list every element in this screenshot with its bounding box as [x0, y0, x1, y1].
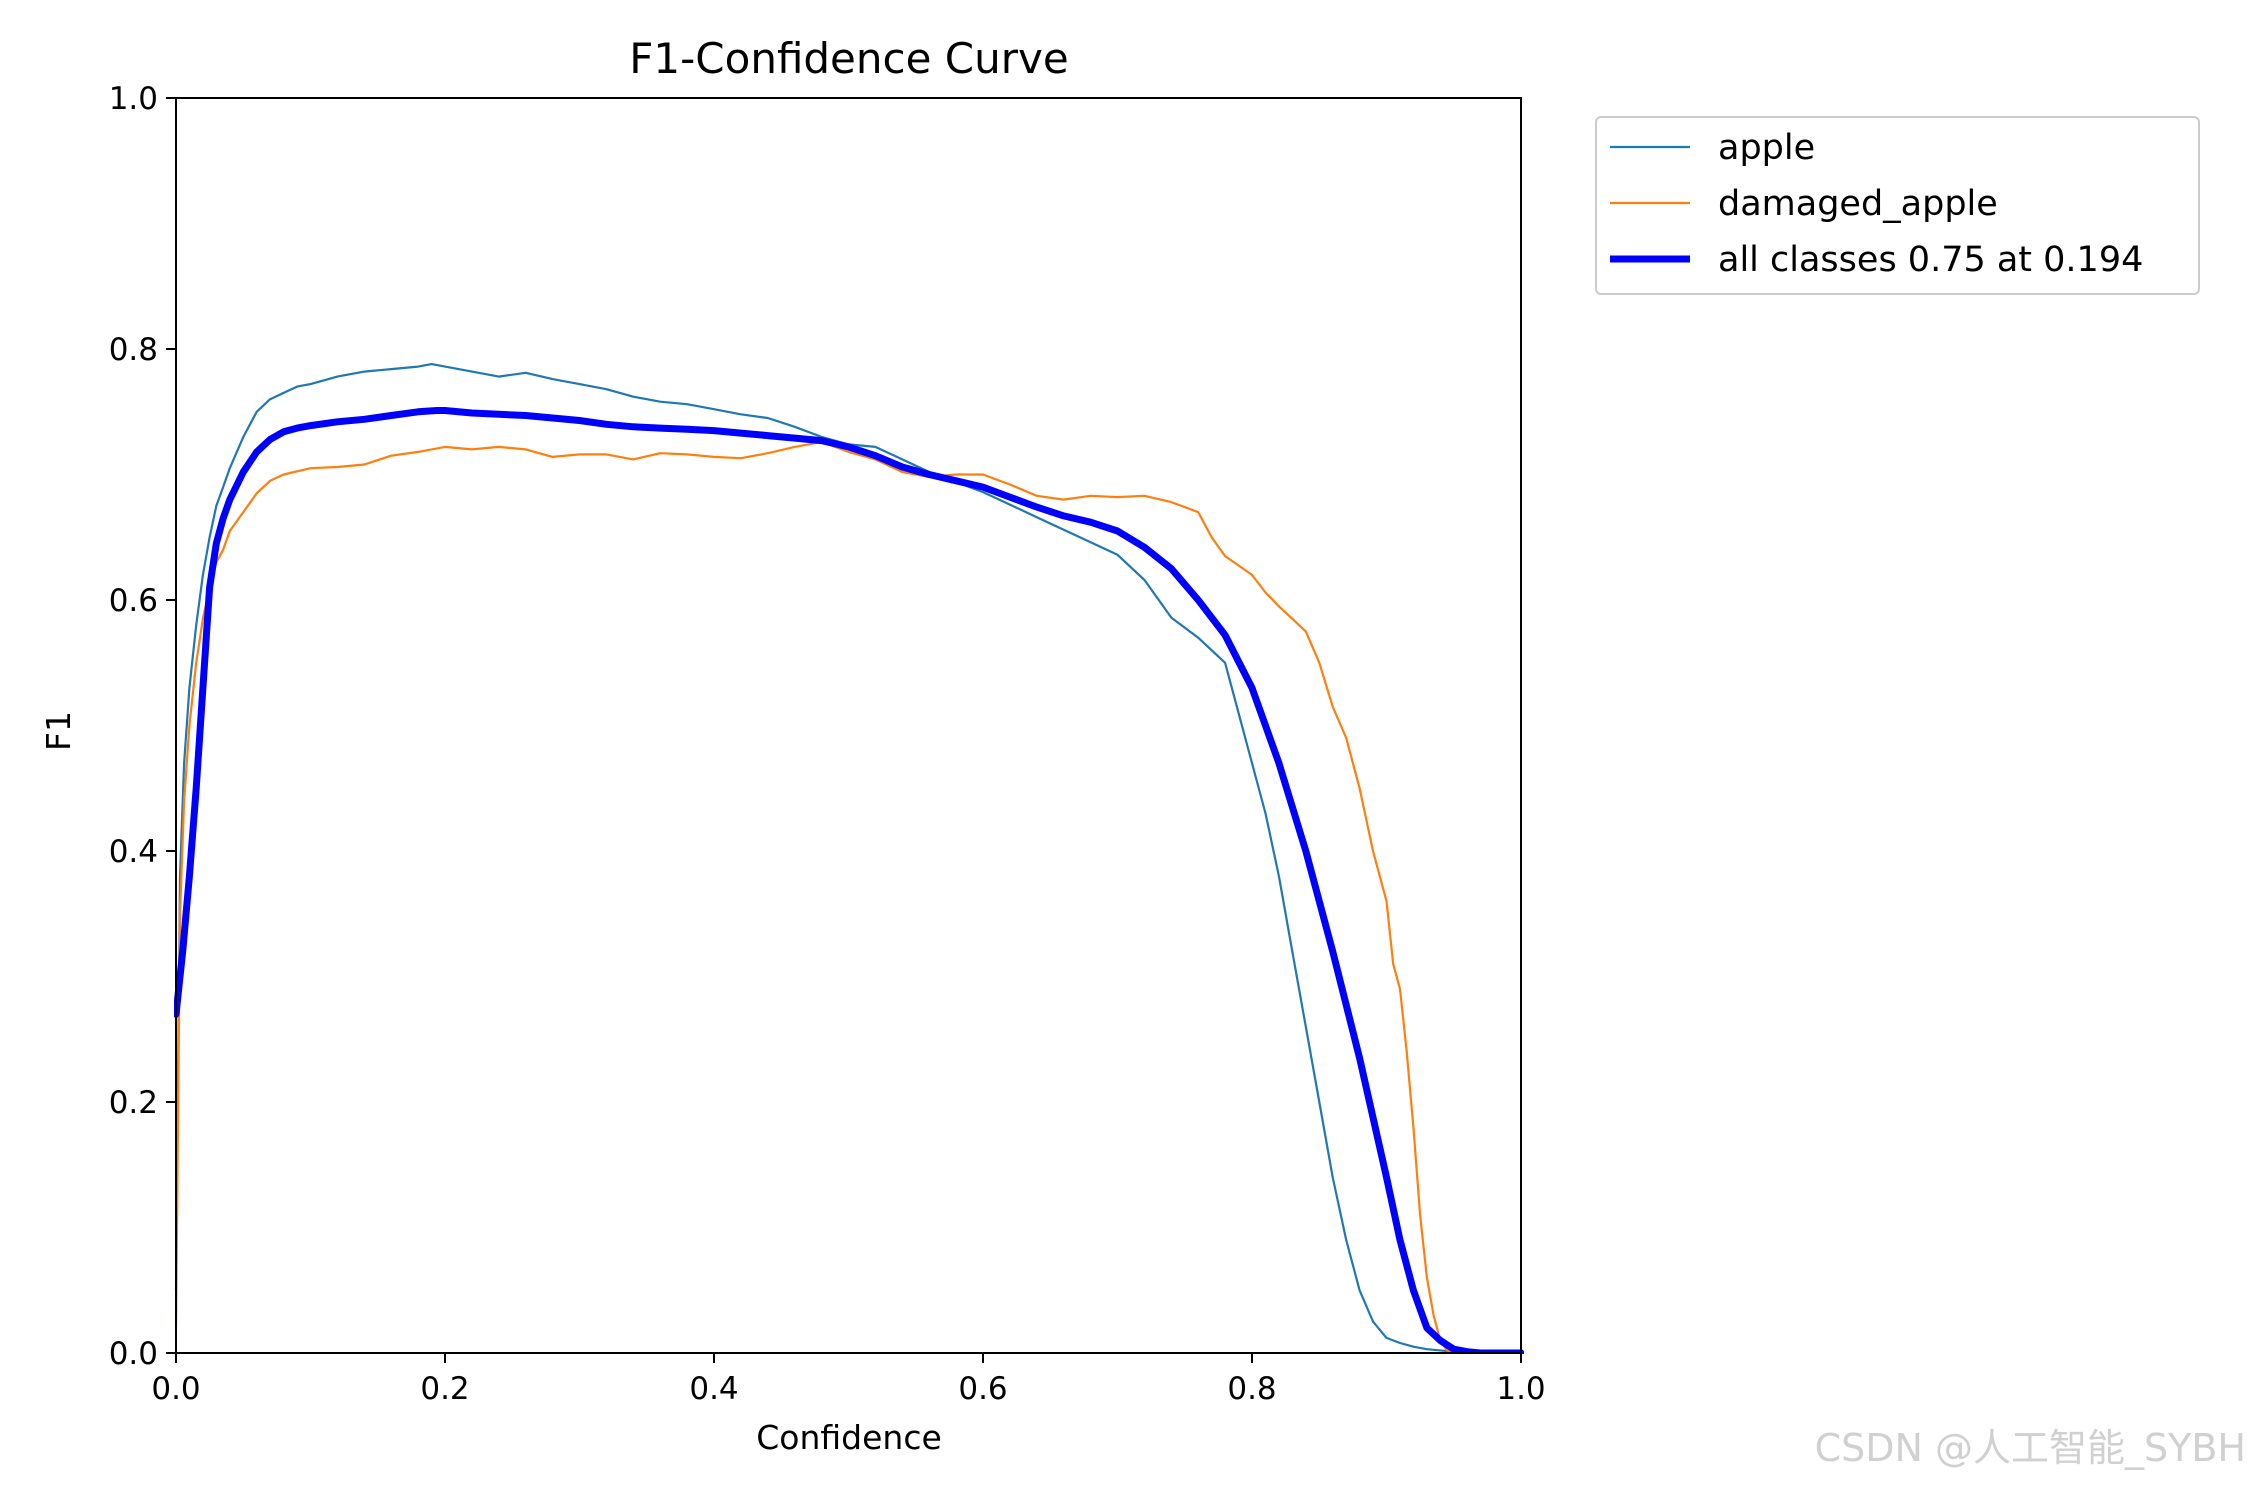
- y-tick-label: 1.0: [109, 81, 158, 117]
- x-axis-label: Confidence: [756, 1418, 942, 1457]
- x-tick-label: 0.6: [958, 1371, 1007, 1407]
- y-axis-label: F1: [39, 711, 78, 751]
- x-tick-label: 0.8: [1227, 1371, 1276, 1407]
- legend-label: damaged_apple: [1718, 184, 1998, 224]
- series-line-damaged-apple: [174, 440, 1523, 1354]
- series-lines: [174, 363, 1524, 1354]
- series-line-all: [174, 407, 1524, 1354]
- y-axis-ticks: 0.0 0.2 0.4 0.6 0.8 1.0: [109, 81, 176, 1372]
- x-tick-label: 0.4: [689, 1371, 738, 1407]
- y-tick-label: 0.6: [109, 583, 158, 619]
- legend-label: all classes 0.75 at 0.194: [1718, 240, 2143, 280]
- watermark: CSDN @人工智能_SYBH: [1814, 1426, 2246, 1470]
- legend-box: [1595, 116, 2200, 295]
- y-tick-label: 0.8: [109, 332, 158, 368]
- x-tick-label: 1.0: [1496, 1371, 1545, 1407]
- plot-frame: [175, 97, 1522, 1354]
- legend-label: apple: [1718, 128, 1815, 168]
- chart-title: F1-Confidence Curve: [629, 34, 1068, 83]
- x-tick-label: 0.2: [420, 1371, 469, 1407]
- y-tick-label: 0.4: [109, 834, 158, 870]
- x-axis-ticks: 0.0 0.2 0.4 0.6 0.8 1.0: [151, 1353, 1546, 1407]
- series-line-apple: [174, 363, 1523, 1354]
- y-tick-label: 0.0: [109, 1336, 158, 1372]
- x-tick-label: 0.0: [151, 1371, 200, 1407]
- y-tick-label: 0.2: [109, 1085, 158, 1121]
